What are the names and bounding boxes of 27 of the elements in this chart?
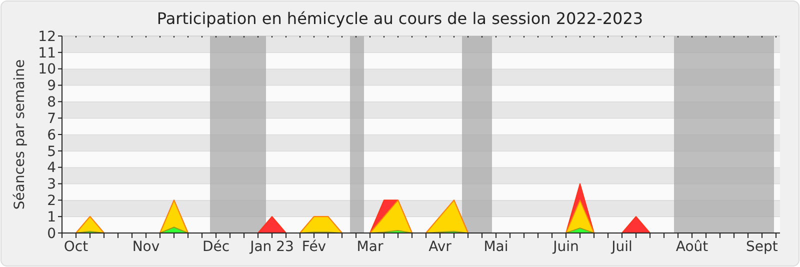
y-tick-label: 4: [47, 160, 56, 176]
y-tick-label: 9: [47, 78, 56, 94]
x-tick-label: Oct: [64, 239, 89, 255]
y-tick-label: 3: [47, 176, 56, 193]
y-tick-label: 12: [38, 28, 56, 45]
x-tick-label: Août: [676, 239, 709, 255]
y-tick-label: 1: [47, 209, 56, 226]
x-tick-label: Fév: [302, 239, 326, 255]
y-tick-label: 8: [47, 94, 56, 111]
y-axis-title: Séances par semaine: [12, 59, 28, 210]
x-tick-label: Juil: [610, 239, 632, 255]
y-tick-label: 0: [47, 226, 56, 242]
y-tick-label: 6: [47, 127, 56, 144]
x-tick-label: Mai: [484, 239, 508, 255]
y-tick-label: 5: [47, 144, 56, 160]
x-tick-label: Sept: [746, 239, 778, 255]
y-tick-label: 2: [47, 193, 56, 210]
x-tick-label: Déc: [202, 239, 230, 255]
x-tick-label: Avr: [428, 239, 452, 255]
y-tick-label: 7: [47, 110, 56, 127]
y-tick-label: 11: [38, 45, 56, 62]
chart-title: Participation en hémicycle au cours de la session 2022-2023: [156, 9, 644, 28]
x-tick-label: Nov: [132, 239, 160, 255]
y-tick-label: 10: [38, 62, 56, 78]
x-tick-label: Jan 23: [249, 239, 294, 255]
x-tick-label: Mar: [356, 239, 384, 255]
x-tick-label: Juin: [552, 239, 579, 255]
